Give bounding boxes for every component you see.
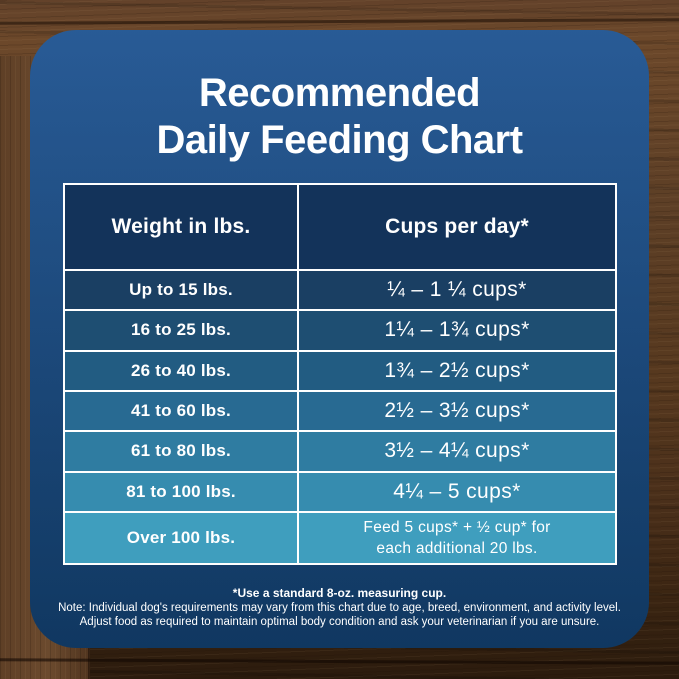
chart-title-line2: Daily Feeding Chart: [156, 118, 523, 162]
footnote-note-line1: Note: Individual dog's requirements may …: [58, 602, 621, 614]
table-row-weight: 16 to 25 lbs.: [65, 311, 297, 350]
footnote-measuring-cup: *Use a standard 8-oz. measuring cup.: [232, 586, 447, 600]
footnote-note-line2: Adjust food as required to maintain opti…: [79, 615, 600, 628]
table-row-weight: Over 100 lbs.: [65, 512, 297, 563]
feeding-table: Weight in lbs. Cups per day* Up to 15 lb…: [63, 183, 617, 565]
table-row-cups: 2½ – 3½ cups*: [299, 391, 615, 431]
cups-line1: Feed 5 cups* + ½ cup* for: [363, 518, 551, 536]
feeding-card: Recommended Daily Feeding Chart Weight i…: [30, 30, 649, 648]
chart-title: Recommended Daily Feeding Chart: [30, 70, 649, 164]
column-header-cups: Cups per day*: [299, 185, 615, 269]
table-row-cups: 4¼ – 5 cups*: [299, 472, 615, 511]
table-row-weight: Up to 15 lbs.: [65, 271, 297, 310]
table-row-weight: 81 to 100 lbs.: [65, 472, 297, 511]
table-row-cups: 3½ – 4¼ cups*: [299, 432, 615, 471]
table-row-weight: 61 to 80 lbs.: [65, 432, 297, 471]
table-row-cups: 1¼ – 1¾ cups*: [299, 311, 615, 350]
column-header-weight: Weight in lbs.: [65, 185, 297, 269]
table-row-cups: 1¾ – 2½ cups*: [299, 351, 615, 390]
table-row-cups: ¼ – 1 ¼ cups*: [299, 271, 615, 310]
table-row-weight: 41 to 60 lbs.: [65, 391, 297, 431]
table-row-cups: Feed 5 cups* + ½ cup* for each additiona…: [299, 512, 615, 563]
chart-title-line1: Recommended: [198, 71, 481, 115]
footnotes: *Use a standard 8-oz. measuring cup. Not…: [42, 586, 637, 629]
cups-line2: each additional 20 lbs.: [376, 539, 538, 557]
table-row-weight: 26 to 40 lbs.: [65, 351, 297, 390]
